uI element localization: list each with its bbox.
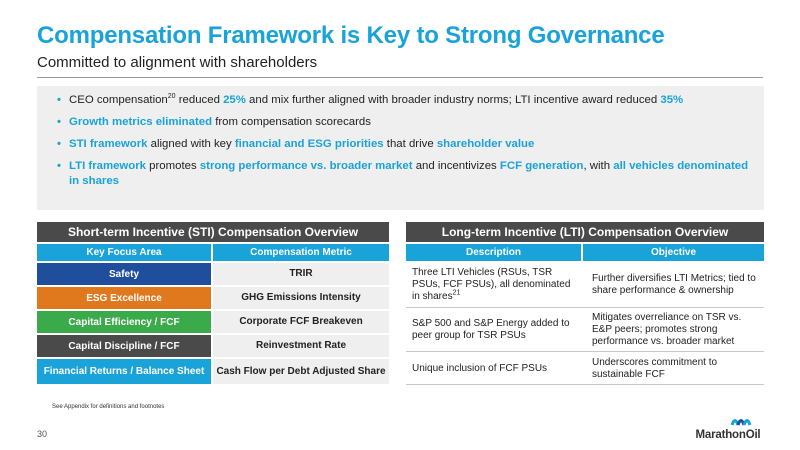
key-points-panel: • CEO compensation20 reduced 25% and mix … (37, 86, 764, 210)
lti-objective-cell: Further diversifies LTI Metrics; tied to… (592, 273, 756, 296)
sti-col-compensation-metric: Compensation Metric (213, 244, 389, 261)
lti-description-cell: Unique inclusion of FCF PSUs (412, 362, 548, 374)
sti-row-esg-excellence: ESG Excellence GHG Emissions Intensity (37, 287, 389, 309)
sti-col-key-focus-area: Key Focus Area (37, 244, 211, 261)
sti-area-cell: Capital Discipline / FCF (37, 335, 211, 357)
page-title: Compensation Framework is Key to Strong … (37, 22, 665, 49)
sti-area-cell: Financial Returns / Balance Sheet (37, 359, 211, 384)
lti-row-fcf-psus: Unique inclusion of FCF PSUs Underscores… (406, 353, 764, 385)
logo-mark-icon (730, 419, 752, 426)
sti-row-financial-returns: Financial Returns / Balance Sheet Cash F… (37, 359, 389, 384)
sti-metric-cell: Corporate FCF Breakeven (213, 311, 389, 333)
sti-metric-cell: Reinvestment Rate (213, 335, 389, 357)
sti-area-cell: Safety (37, 263, 211, 285)
lti-objective-cell: Mitigates overreliance on TSR vs. E&P pe… (592, 312, 742, 347)
footnote: See Appendix for definitions and footnot… (52, 404, 165, 410)
bullet-growth-metrics: • Growth metrics eliminated from compensa… (57, 116, 371, 128)
title-divider (37, 77, 763, 78)
page-number: 30 (37, 429, 48, 439)
lti-description-cell: S&P 500 and S&P Energy added to peer gro… (412, 318, 570, 341)
marathon-oil-logo: MarathonOil (688, 413, 768, 443)
lti-col-description: Description (406, 244, 581, 261)
sti-metric-cell: TRIR (213, 263, 389, 285)
page-subtitle: Committed to alignment with shareholders (37, 54, 318, 71)
lti-row-three-vehicles: Three LTI Vehicles (RSUs, TSR PSUs, FCF … (406, 263, 764, 308)
lti-objective-cell: Underscores commitment to sustainable FC… (592, 356, 718, 380)
bullet-lti-framework: • LTI framework promotes strong performan… (57, 160, 749, 187)
sti-row-safety: Safety TRIR (37, 263, 389, 285)
sti-area-cell: ESG Excellence (37, 287, 211, 309)
sti-row-capital-efficiency: Capital Efficiency / FCF Corporate FCF B… (37, 311, 389, 333)
sti-metric-cell: Cash Flow per Debt Adjusted Share (213, 359, 389, 384)
lti-col-objective: Objective (583, 244, 764, 261)
bullet-ceo-compensation: • CEO compensation20 reduced 25% and mix … (57, 93, 684, 106)
bullet-sti-framework: • STI framework aligned with key financia… (57, 138, 535, 150)
sti-table-title: Short-term Incentive (STI) Compensation … (37, 222, 389, 242)
lti-row-peer-group: S&P 500 and S&P Energy added to peer gro… (406, 309, 764, 352)
sti-row-capital-discipline: Capital Discipline / FCF Reinvestment Ra… (37, 335, 389, 357)
bullet-dot: • (57, 116, 61, 128)
sti-area-cell: Capital Efficiency / FCF (37, 311, 211, 333)
logo-wordmark: MarathonOil (695, 429, 761, 441)
bullet-dot: • (57, 94, 61, 106)
lti-description-cell: Three LTI Vehicles (RSUs, TSR PSUs, FCF … (412, 267, 571, 302)
lti-table-title: Long-term Incentive (LTI) Compensation O… (406, 222, 764, 242)
bullet-dot: • (57, 138, 61, 150)
bullet-dot: • (57, 160, 61, 172)
sti-metric-cell: GHG Emissions Intensity (213, 287, 389, 309)
